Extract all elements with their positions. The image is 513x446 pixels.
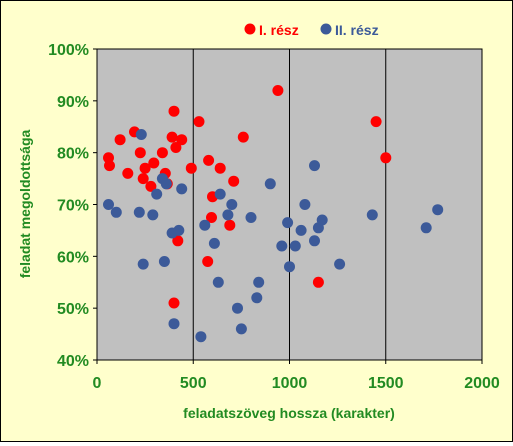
data-point-series-2 [195, 331, 207, 343]
data-point-series-2 [173, 224, 185, 236]
data-point-series-1 [214, 162, 226, 174]
data-point-series-2 [226, 199, 238, 210]
data-point-series-2 [232, 302, 243, 314]
data-point-series-1 [206, 212, 217, 223]
data-point-series-1 [193, 116, 205, 128]
data-point-series-1 [185, 162, 197, 174]
y-tick-label: 100% [48, 42, 89, 59]
legend-label-series-1: I. rész [259, 22, 299, 38]
data-points [103, 85, 444, 343]
data-point-series-1 [104, 160, 115, 172]
data-point-series-2 [103, 199, 114, 210]
data-point-series-2 [245, 212, 257, 223]
data-point-series-1 [122, 167, 134, 179]
data-point-series-2 [151, 188, 163, 200]
data-point-series-2 [235, 323, 247, 335]
data-point-series-1 [137, 173, 149, 185]
data-point-series-2 [199, 219, 211, 231]
data-point-series-2 [222, 209, 234, 221]
data-point-series-2 [289, 240, 301, 252]
legend-marker-series-1 [244, 23, 256, 35]
x-tick-label: 1000 [272, 375, 308, 392]
y-tick-label: 60% [57, 249, 89, 266]
x-tick-label: 500 [180, 375, 207, 392]
data-point-series-1 [145, 180, 157, 192]
data-point-series-1 [134, 147, 146, 159]
data-point-series-2 [295, 224, 307, 236]
data-point-series-2 [251, 292, 263, 304]
data-point-series-1 [172, 235, 184, 247]
legend-marker-series-2 [320, 23, 332, 35]
data-point-series-2 [420, 222, 432, 234]
legend-label-series-2: II. rész [335, 22, 379, 38]
data-point-series-1 [312, 276, 324, 288]
data-point-series-2 [137, 258, 149, 270]
data-point-series-2 [208, 237, 220, 249]
data-point-series-1 [176, 134, 188, 146]
y-tick-label: 80% [57, 146, 89, 163]
data-point-series-2 [147, 209, 159, 221]
data-point-series-1 [370, 116, 382, 128]
data-point-series-1 [237, 131, 249, 143]
data-point-series-2 [282, 217, 294, 229]
data-point-series-2 [110, 206, 122, 218]
data-point-series-2 [276, 240, 288, 252]
data-point-series-1 [139, 162, 151, 174]
x-tick-label: 2000 [464, 375, 500, 392]
x-tick-labels: 0 500 1000 1500 2000 [93, 375, 500, 392]
data-point-series-1 [148, 157, 160, 169]
data-point-series-2 [158, 256, 170, 267]
grid-lines [93, 48, 483, 364]
data-point-series-1 [156, 147, 168, 159]
data-point-series-2 [176, 183, 188, 195]
data-point-series-2 [316, 214, 328, 226]
x-tick-label: 0 [93, 375, 102, 392]
data-point-series-1 [166, 131, 178, 143]
data-point-series-2 [299, 199, 311, 210]
y-tick-label: 90% [57, 94, 89, 111]
x-axis-title: feladatszöveg hossza (karakter) [183, 405, 395, 421]
data-point-series-1 [272, 85, 284, 96]
y-tick-labels: 40% 50% 60% 70% 80% 90% 100% [48, 42, 89, 370]
y-tick-label: 70% [57, 198, 89, 215]
data-point-series-1 [170, 142, 182, 153]
data-point-series-2 [135, 129, 147, 140]
x-tick-label: 1500 [368, 375, 404, 392]
data-point-series-2 [264, 178, 276, 190]
data-point-series-2 [214, 188, 226, 200]
data-point-series-2 [168, 318, 180, 330]
data-point-series-2 [284, 261, 295, 273]
data-point-series-1 [168, 297, 180, 309]
y-tick-label: 50% [57, 301, 89, 318]
data-point-series-1 [203, 154, 215, 166]
data-point-series-1 [202, 256, 214, 267]
data-point-series-2 [334, 258, 346, 270]
data-point-series-1 [228, 175, 240, 187]
data-point-series-1 [380, 152, 392, 164]
data-point-series-1 [224, 219, 236, 231]
data-point-series-2 [160, 178, 172, 190]
data-point-series-1 [114, 134, 126, 146]
data-point-series-2 [432, 204, 444, 216]
legend: I. rész II. rész [244, 22, 379, 38]
data-point-series-2 [212, 276, 224, 288]
data-point-series-2 [133, 206, 145, 218]
data-point-series-2 [309, 160, 320, 172]
data-point-series-2 [366, 209, 378, 221]
data-point-series-2 [253, 276, 265, 288]
data-point-series-2 [309, 235, 320, 247]
y-tick-label: 40% [57, 353, 89, 370]
data-point-series-1 [168, 105, 180, 117]
y-axis-title: feladat megoldottsága [17, 130, 33, 279]
